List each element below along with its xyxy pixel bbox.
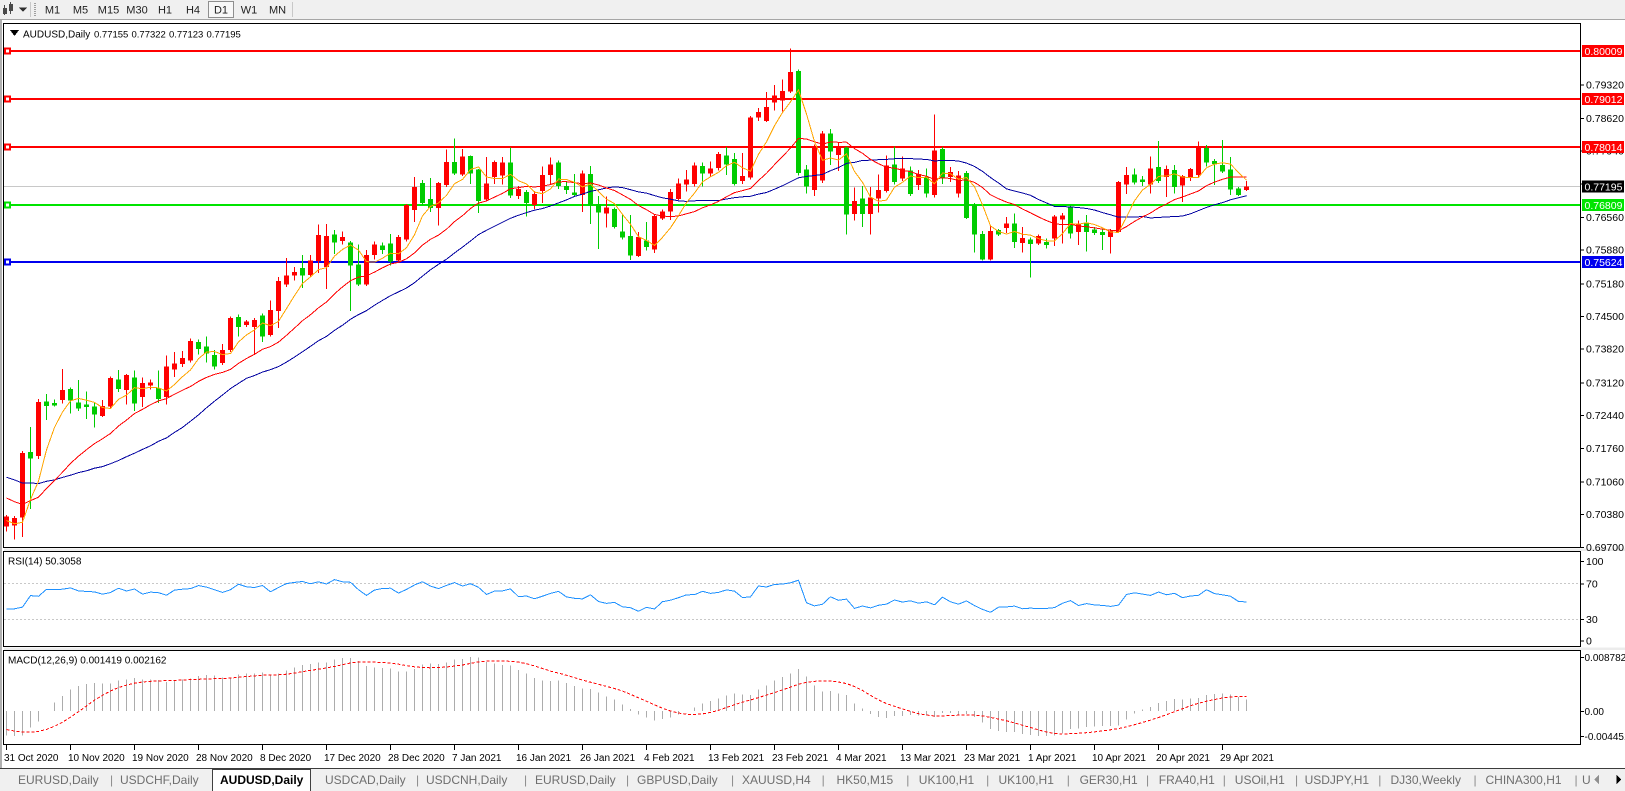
svg-text:28 Nov 2020: 28 Nov 2020 <box>196 753 253 764</box>
svg-text:|: | <box>1575 773 1578 787</box>
svg-text:AUDUSD,Daily: AUDUSD,Daily <box>220 773 304 787</box>
svg-text:29 Apr 2021: 29 Apr 2021 <box>1220 753 1274 764</box>
svg-text:USDJPY,H1: USDJPY,H1 <box>1305 773 1370 787</box>
svg-text:AUDUSD,Daily: AUDUSD,Daily <box>23 30 90 41</box>
svg-text:M30: M30 <box>126 5 147 17</box>
svg-text:USDCAD,Daily: USDCAD,Daily <box>325 773 406 787</box>
svg-text:-0.004451: -0.004451 <box>1585 732 1625 743</box>
svg-text:13 Mar 2021: 13 Mar 2021 <box>900 753 957 764</box>
svg-text:|: | <box>1067 773 1070 787</box>
svg-text:26 Jan 2021: 26 Jan 2021 <box>580 753 635 764</box>
svg-text:13 Feb 2021: 13 Feb 2021 <box>708 753 765 764</box>
svg-text:|: | <box>906 773 909 787</box>
svg-text:0.73120: 0.73120 <box>1586 377 1624 389</box>
svg-text:0.79012: 0.79012 <box>1585 94 1623 106</box>
svg-text:MACD(12,26,9) 0.001419 0.00216: MACD(12,26,9) 0.001419 0.002162 <box>8 656 167 667</box>
svg-text:0.74500: 0.74500 <box>1586 311 1624 323</box>
svg-text:30: 30 <box>1586 614 1598 626</box>
svg-text:|: | <box>1223 773 1226 787</box>
svg-text:EURUSD,Daily: EURUSD,Daily <box>18 773 99 787</box>
svg-text:FRA40,H1: FRA40,H1 <box>1159 773 1215 787</box>
svg-text:EURUSD,Daily: EURUSD,Daily <box>535 773 616 787</box>
svg-text:USDCNH,Daily: USDCNH,Daily <box>426 773 507 787</box>
svg-text:0.71060: 0.71060 <box>1586 476 1624 488</box>
svg-text:|: | <box>1474 773 1477 787</box>
svg-text:0.69700: 0.69700 <box>1586 542 1624 554</box>
svg-text:0.75180: 0.75180 <box>1586 278 1624 290</box>
svg-text:M1: M1 <box>45 5 60 17</box>
svg-text:1 Apr 2021: 1 Apr 2021 <box>1028 753 1077 764</box>
svg-text:|: | <box>626 773 629 787</box>
svg-text:|: | <box>524 773 527 787</box>
svg-text:23 Mar 2021: 23 Mar 2021 <box>964 753 1021 764</box>
svg-text:H4: H4 <box>186 5 200 17</box>
svg-text:10 Apr 2021: 10 Apr 2021 <box>1092 753 1146 764</box>
svg-text:70: 70 <box>1586 579 1598 591</box>
svg-text:0.71760: 0.71760 <box>1586 443 1624 455</box>
svg-text:|: | <box>1378 773 1381 787</box>
svg-text:0.00: 0.00 <box>1585 707 1605 718</box>
svg-text:16 Jan 2021: 16 Jan 2021 <box>516 753 571 764</box>
svg-text:USDCHF,Daily: USDCHF,Daily <box>120 773 199 787</box>
svg-text:|: | <box>822 773 825 787</box>
svg-text:DJ30,Weekly: DJ30,Weekly <box>1391 773 1461 787</box>
svg-text:0.79320: 0.79320 <box>1586 79 1624 91</box>
svg-text:|: | <box>1146 773 1149 787</box>
svg-text:4 Mar 2021: 4 Mar 2021 <box>836 753 887 764</box>
svg-text:0.77195: 0.77195 <box>1585 182 1623 194</box>
svg-text:|: | <box>1295 773 1298 787</box>
svg-text:0.77195: 0.77195 <box>207 30 241 41</box>
svg-text:0.008782: 0.008782 <box>1585 653 1625 664</box>
svg-text:0.76809: 0.76809 <box>1585 200 1623 212</box>
svg-text:D1: D1 <box>214 5 228 17</box>
svg-text:0.76560: 0.76560 <box>1586 212 1624 224</box>
svg-text:|: | <box>416 773 419 787</box>
svg-text:100: 100 <box>1586 556 1604 568</box>
svg-text:0.70380: 0.70380 <box>1586 509 1624 521</box>
svg-text:0.73820: 0.73820 <box>1586 344 1624 356</box>
svg-text:USOil,H1: USOil,H1 <box>1235 773 1285 787</box>
svg-text:W1: W1 <box>241 5 258 17</box>
svg-text:17 Dec 2020: 17 Dec 2020 <box>324 753 381 764</box>
svg-text:M5: M5 <box>73 5 88 17</box>
svg-text:8 Dec 2020: 8 Dec 2020 <box>260 753 312 764</box>
svg-text:|: | <box>110 773 113 787</box>
svg-text:0.80009: 0.80009 <box>1585 46 1623 58</box>
svg-text:CHINA300,H1: CHINA300,H1 <box>1486 773 1562 787</box>
svg-text:0.77322: 0.77322 <box>132 30 166 41</box>
svg-text:H1: H1 <box>158 5 172 17</box>
svg-text:0.78014: 0.78014 <box>1585 142 1623 154</box>
svg-text:23 Feb 2021: 23 Feb 2021 <box>772 753 829 764</box>
svg-text:0.75880: 0.75880 <box>1586 245 1624 257</box>
svg-text:|: | <box>731 773 734 787</box>
svg-text:|: | <box>986 773 989 787</box>
svg-text:RSI(14) 50.3058: RSI(14) 50.3058 <box>8 557 82 568</box>
svg-text:UK100,H1: UK100,H1 <box>919 773 975 787</box>
svg-text:4 Feb 2021: 4 Feb 2021 <box>644 753 695 764</box>
svg-text:GBPUSD,Daily: GBPUSD,Daily <box>637 773 718 787</box>
svg-text:31 Oct 2020: 31 Oct 2020 <box>4 753 59 764</box>
svg-text:0.78620: 0.78620 <box>1586 113 1624 125</box>
svg-text:0.77123: 0.77123 <box>169 30 203 41</box>
svg-text:10 Nov 2020: 10 Nov 2020 <box>68 753 125 764</box>
svg-text:MN: MN <box>269 5 286 17</box>
svg-text:0.75624: 0.75624 <box>1585 257 1623 269</box>
svg-text:M15: M15 <box>98 5 119 17</box>
svg-text:20 Apr 2021: 20 Apr 2021 <box>1156 753 1210 764</box>
svg-text:0: 0 <box>1586 636 1592 648</box>
svg-text:0.77155: 0.77155 <box>94 30 128 41</box>
svg-text:7 Jan 2021: 7 Jan 2021 <box>452 753 502 764</box>
svg-text:19 Nov 2020: 19 Nov 2020 <box>132 753 189 764</box>
svg-text:28 Dec 2020: 28 Dec 2020 <box>388 753 445 764</box>
svg-text:XAUUSD,H4: XAUUSD,H4 <box>742 773 811 787</box>
svg-text:HK50,M15: HK50,M15 <box>837 773 894 787</box>
svg-text:U: U <box>1582 773 1591 787</box>
svg-text:UK100,H1: UK100,H1 <box>999 773 1055 787</box>
svg-text:0.72440: 0.72440 <box>1586 410 1624 422</box>
svg-text:GER30,H1: GER30,H1 <box>1080 773 1138 787</box>
